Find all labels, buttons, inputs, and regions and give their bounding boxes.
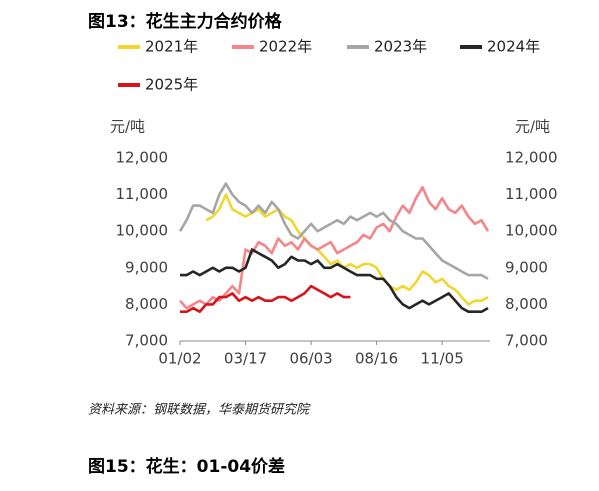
y-tick-label: 11,000 <box>116 185 169 203</box>
series-line <box>205 193 489 306</box>
y-tick-label: 10,000 <box>116 222 169 240</box>
series-line <box>180 248 489 313</box>
y-tick-label: 7,000 <box>125 332 168 350</box>
x-tick-label: 06/03 <box>289 350 332 368</box>
x-tick-label: 01/02 <box>158 350 201 368</box>
legend-label: 2025年 <box>145 76 198 94</box>
x-tick-label: 03/17 <box>224 350 267 368</box>
y-label: 元/吨 <box>110 118 145 136</box>
chart-title: 图13：花生主力合约价格 <box>88 11 283 32</box>
y2-tick-label: 9,000 <box>505 258 548 276</box>
legend-label: 2024年 <box>487 38 540 56</box>
legend-label: 2022年 <box>259 38 312 56</box>
y2-tick-label: 11,000 <box>505 185 558 203</box>
next-figure-title: 图15：花生：01-04价差 <box>88 456 285 477</box>
legend-label: 2023年 <box>374 38 427 56</box>
source: 资料来源：钢联数据，华泰期货研究院 <box>88 402 311 418</box>
series-line <box>180 284 351 313</box>
legend-label: 2021年 <box>145 38 198 56</box>
y-tick-label: 9,000 <box>125 258 168 276</box>
series-line <box>179 186 490 310</box>
y-tick-label: 8,000 <box>125 295 168 313</box>
y2-label: 元/吨 <box>515 118 550 136</box>
x-tick-label: 08/16 <box>355 350 398 368</box>
y-tick-label: 12,000 <box>116 149 169 167</box>
y2-tick-label: 8,000 <box>505 295 548 313</box>
y2-tick-label: 7,000 <box>505 332 548 350</box>
x-tick-label: 11/05 <box>421 350 464 368</box>
y2-tick-label: 12,000 <box>505 149 558 167</box>
series-line <box>178 182 489 280</box>
y2-tick-label: 10,000 <box>505 222 558 240</box>
